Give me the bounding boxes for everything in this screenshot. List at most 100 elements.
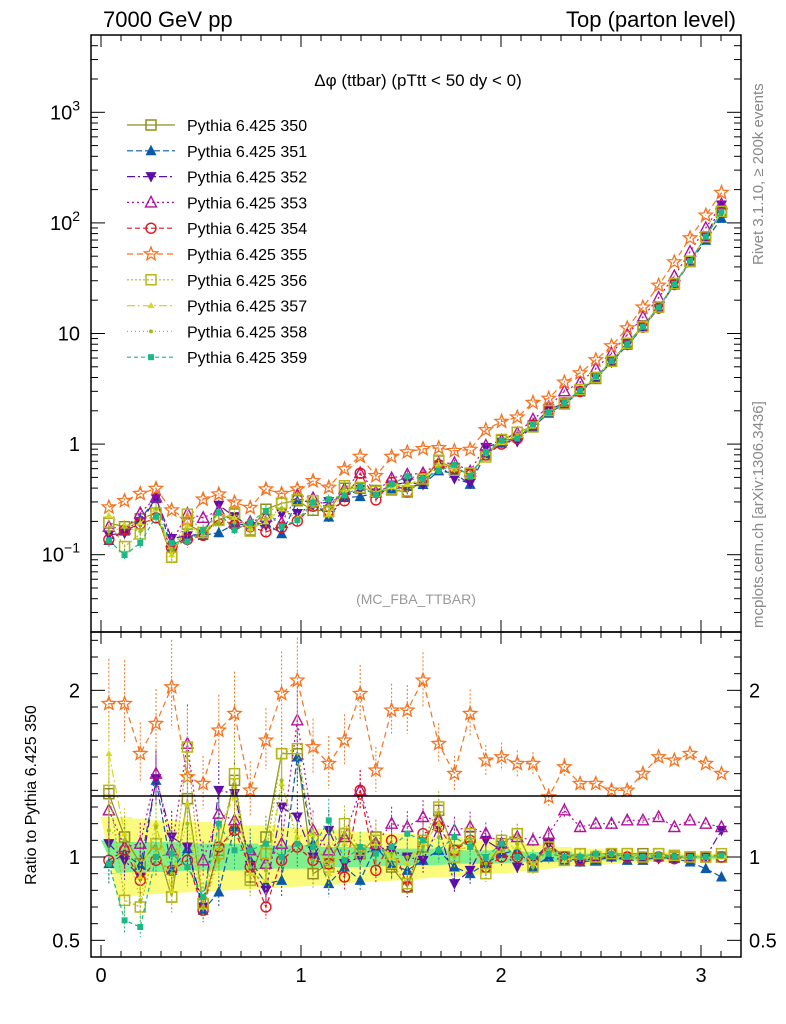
ratio-point	[169, 871, 174, 876]
ratio-point	[667, 819, 681, 833]
legend-marker	[148, 354, 154, 361]
legend: Pythia 6.425 350 Pythia 6.425 351 Pythia 6…	[127, 118, 307, 367]
main-series-layer	[100, 183, 730, 564]
data-point	[608, 358, 615, 365]
legend-marker	[142, 245, 160, 262]
data-point	[621, 337, 633, 350]
data-point	[273, 484, 290, 501]
data-point	[558, 398, 571, 410]
ratio-point	[398, 701, 416, 718]
data-point	[681, 229, 699, 246]
series-ratio-line	[108, 818, 722, 928]
data-point	[577, 387, 584, 394]
ratio-point	[248, 865, 253, 869]
data-point	[498, 437, 505, 444]
ratio-point	[100, 694, 118, 711]
data-point	[336, 460, 353, 477]
data-point	[320, 478, 338, 495]
series-ratio-5	[100, 637, 730, 817]
ratio-point	[358, 851, 363, 856]
plot-title: Δφ (ttbar) (pTtt < 50 dy < 0)	[314, 71, 522, 90]
series-line	[108, 203, 723, 544]
data-point	[326, 504, 331, 509]
ratio-ylabel: Ratio to Pythia 6.425 350	[23, 705, 40, 885]
data-point	[196, 510, 210, 523]
ratio-point	[276, 874, 288, 885]
ratio-point	[147, 714, 165, 731]
ratio-point	[604, 816, 619, 829]
data-point	[650, 276, 667, 293]
ratio-point	[232, 818, 237, 823]
ratio-point	[121, 917, 128, 924]
ratio-point	[278, 854, 285, 860]
ratio-point	[289, 671, 306, 688]
ratio-point	[435, 820, 443, 827]
legend-label: Pythia 6.425 357	[187, 299, 307, 316]
ratio-point	[383, 701, 400, 718]
data-point	[713, 183, 730, 200]
data-point	[446, 441, 463, 458]
legend-label: Pythia 6.425 351	[187, 144, 307, 161]
ratio-point	[577, 854, 584, 860]
data-point	[561, 400, 568, 407]
series-ratio-line	[108, 756, 722, 912]
tick-labels: 0 1 2 3 10−1 1 10 102 103 0.5 0.5 1 1 2 2	[42, 97, 777, 987]
legend-entry: Pythia 6.425 356	[127, 273, 307, 290]
ratio-point	[713, 764, 730, 781]
ratio-point	[639, 854, 646, 860]
ratio-point	[414, 671, 432, 688]
data-point	[247, 518, 254, 525]
legend-entry: Pythia 6.425 355	[127, 245, 307, 264]
ratio-point	[687, 854, 694, 860]
ratio-series-layer	[100, 637, 730, 938]
data-point	[257, 480, 275, 497]
ratio-point	[311, 858, 316, 863]
legend-marker	[145, 222, 157, 234]
data-point	[278, 523, 285, 530]
data-point	[279, 506, 284, 511]
legend-marker	[149, 329, 153, 334]
ratio-point	[367, 761, 385, 778]
data-point	[136, 519, 144, 526]
data-point	[121, 552, 128, 559]
legend-label: Pythia 6.425 354	[187, 221, 307, 238]
ratio-point	[194, 774, 212, 791]
series-ratio-line	[108, 720, 722, 865]
ratio-point	[152, 854, 159, 860]
data-point	[294, 517, 301, 524]
data-point	[342, 486, 347, 491]
ratio-point	[320, 754, 338, 771]
data-point	[590, 371, 602, 384]
ratio-point	[241, 781, 259, 798]
ratio-point	[592, 850, 599, 857]
data-point	[232, 520, 237, 525]
ratio-point	[508, 754, 526, 771]
data-point	[574, 383, 586, 396]
data-point	[671, 281, 678, 288]
ratio-point	[448, 879, 460, 890]
data-point	[383, 447, 401, 464]
legend-marker	[145, 119, 157, 131]
ratio-point	[185, 821, 190, 826]
data-point	[452, 468, 457, 473]
legend-marker	[145, 274, 157, 286]
ratio-point	[291, 742, 304, 755]
ratio-frame	[90, 631, 742, 958]
ratio-point	[257, 731, 275, 748]
ratio-point	[608, 850, 615, 857]
data-point	[122, 525, 127, 530]
ratio-point	[351, 684, 369, 701]
ratio-point	[461, 704, 479, 721]
data-point	[467, 473, 474, 480]
legend-marker	[145, 172, 157, 183]
ratio-point	[432, 801, 445, 813]
data-point	[702, 233, 709, 240]
ratio-point	[666, 751, 683, 768]
ratio-point	[555, 758, 573, 775]
ratio-point	[304, 738, 322, 755]
legend-entry: Pythia 6.425 350	[127, 118, 307, 135]
series-ratio-line	[108, 678, 722, 799]
series-main-5	[100, 183, 730, 527]
legend-entry: Pythia 6.425 358	[127, 324, 307, 341]
